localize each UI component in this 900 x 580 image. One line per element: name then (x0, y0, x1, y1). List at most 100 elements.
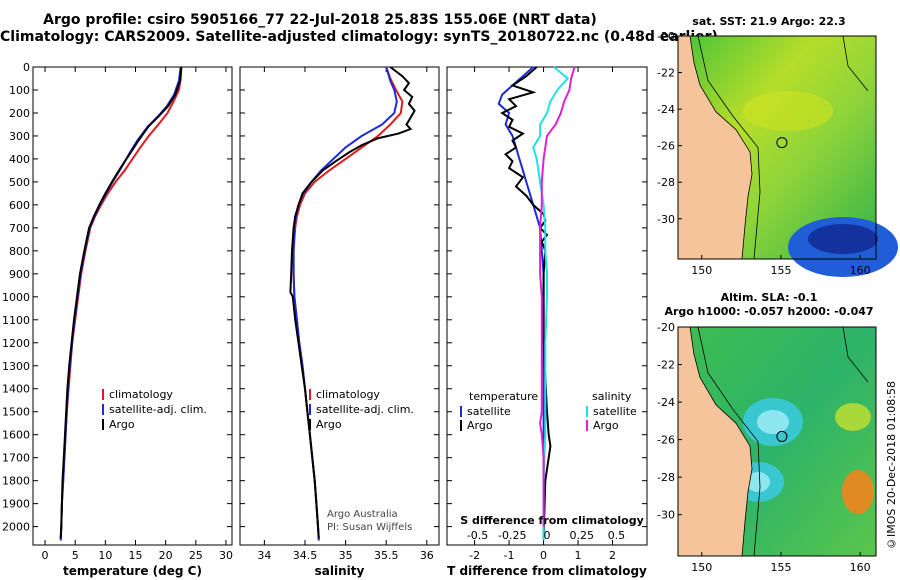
plot-frame-temperature (32, 66, 233, 546)
panel-temperature: 0100200300400500600700800900100011001200… (2, 61, 233, 578)
y-tick-label: 1500 (2, 406, 30, 419)
series-line-s-argo (539, 66, 576, 527)
s-tick-label: 0.25 (569, 529, 594, 542)
x-tick-label: 1 (575, 549, 582, 562)
x-tick-label: 25 (189, 549, 203, 562)
series-line-argo (289, 66, 416, 539)
legend-label: satellite-adj. clim. (316, 403, 414, 416)
x-tick-label: 36 (420, 549, 434, 562)
x-axis-label: salinity (315, 564, 365, 578)
y-tick-label: 1700 (2, 452, 30, 465)
y-tick-label: 400 (9, 153, 30, 166)
map-y-tick-label: -28 (657, 176, 675, 189)
legend-title-salinity: salinity (592, 390, 632, 403)
x-tick-label: 35 (339, 549, 353, 562)
y-tick-label: 1800 (2, 475, 30, 488)
legend-label: Argo (109, 418, 135, 431)
y-tick-label: 300 (9, 130, 30, 143)
anomaly-patch (835, 403, 871, 431)
map-x-tick-label: 160 (850, 264, 871, 277)
y-tick-label: 200 (9, 107, 30, 120)
map-y-tick-label: -20 (657, 321, 675, 334)
x-axis-label: temperature (deg C) (63, 564, 202, 578)
y-tick-label: 1000 (2, 291, 30, 304)
map-x-tick-label: 155 (770, 561, 791, 574)
y-tick-label: 2000 (2, 521, 30, 534)
s-tick-label: 0 (544, 529, 551, 542)
x-tick-label: 35.5 (374, 549, 399, 562)
map-frame (677, 326, 877, 557)
s-tick-label: -0.25 (498, 529, 526, 542)
map-x-tick-label: 155 (770, 264, 791, 277)
x-axis-label: T difference from climatology (447, 564, 647, 578)
y-tick-label: 900 (9, 268, 30, 281)
map-y-tick-label: -24 (657, 396, 675, 409)
map-y-tick-label: -26 (657, 434, 675, 447)
x-tick-label: 20 (159, 549, 173, 562)
x-tick-label: -1 (504, 549, 515, 562)
s-tick-label: 0.5 (608, 529, 626, 542)
legend-label: satellite (593, 405, 637, 418)
map-title: sat. SST: 21.9 Argo: 22.3 (692, 15, 845, 28)
map-y-tick-label: -28 (657, 471, 675, 484)
x-tick-label: -2 (469, 549, 480, 562)
x-tick-label: 2 (609, 549, 616, 562)
legend-label: Argo (316, 418, 342, 431)
float-location-marker (776, 137, 788, 149)
x-tick-label: 0 (540, 549, 547, 562)
map-y-tick-label: -30 (657, 213, 675, 226)
panel-salinity: 34 34.5 35 35.5 36 salinity climatology satelli… (239, 66, 440, 578)
warm-water-patch (743, 91, 833, 131)
sst-map: sat. SST: 21.9 Argo: 22.3 -20 -22 -24 -26 -28… (657, 15, 898, 277)
warm-anomaly-patch (842, 470, 874, 514)
map-x-tick-label: 160 (850, 561, 871, 574)
series-line-climatology (292, 66, 404, 541)
copyright-stamp: ©IMOS 20-Dec-2018 01:08:58 (885, 381, 898, 550)
eddy-core (746, 472, 770, 492)
y-tick-label: 100 (9, 84, 30, 97)
map-y-tick-label: -24 (657, 103, 675, 116)
series-line-argo (59, 66, 183, 539)
ridge-contour (842, 35, 869, 92)
x-tick-label: 0 (42, 549, 49, 562)
map-x-tick-label: 150 (691, 264, 712, 277)
shelf-contour (697, 35, 761, 260)
credit-line-2: PI: Susan Wijffels (327, 522, 412, 533)
series-line-satellite-adj-clim- (59, 66, 182, 541)
y-tick-label: 1400 (2, 383, 30, 396)
y-tick-label: 500 (9, 176, 30, 189)
shelf-contour (697, 326, 761, 557)
map-y-tick-label: -22 (657, 67, 675, 80)
legend-label: Argo (593, 419, 619, 432)
series-line-s-satellite (532, 66, 570, 541)
legend-label: satellite-adj. clim. (109, 403, 207, 416)
float-location-marker (776, 430, 788, 442)
x-tick-label: 10 (98, 549, 112, 562)
x-tick-label: 30 (219, 549, 233, 562)
y-tick-label: 1900 (2, 498, 30, 511)
ridge-contour (842, 326, 869, 383)
map-title: Argo h1000: -0.057 h2000: -0.047 (664, 305, 873, 318)
map-title: Altim. SLA: -0.1 (721, 291, 818, 304)
y-tick-label: 800 (9, 245, 30, 258)
y-tick-label: 600 (9, 199, 30, 212)
credit-line-1: Argo Australia (327, 509, 398, 520)
map-x-tick-label: 150 (691, 561, 712, 574)
map-y-tick-label: -20 (657, 30, 675, 43)
y-tick-label: 700 (9, 222, 30, 235)
title-line-2: Climatology: CARS2009. Satellite-adjuste… (0, 29, 718, 45)
panel-differences: -2 -1 0 1 2 T difference from climatology temp… (446, 66, 648, 578)
map-y-tick-label: -22 (657, 359, 675, 372)
series-line-climatology (59, 66, 183, 541)
x-tick-label: 5 (72, 549, 79, 562)
x-tick-label: 34.5 (293, 549, 318, 562)
plot-frame-differences (446, 66, 648, 546)
map-y-tick-label: -26 (657, 140, 675, 153)
legend-label: climatology (109, 388, 173, 401)
legend-label: climatology (316, 388, 380, 401)
map-y-tick-label: -30 (657, 509, 675, 522)
map-frame (677, 35, 877, 260)
y-tick-label: 0 (23, 61, 30, 74)
